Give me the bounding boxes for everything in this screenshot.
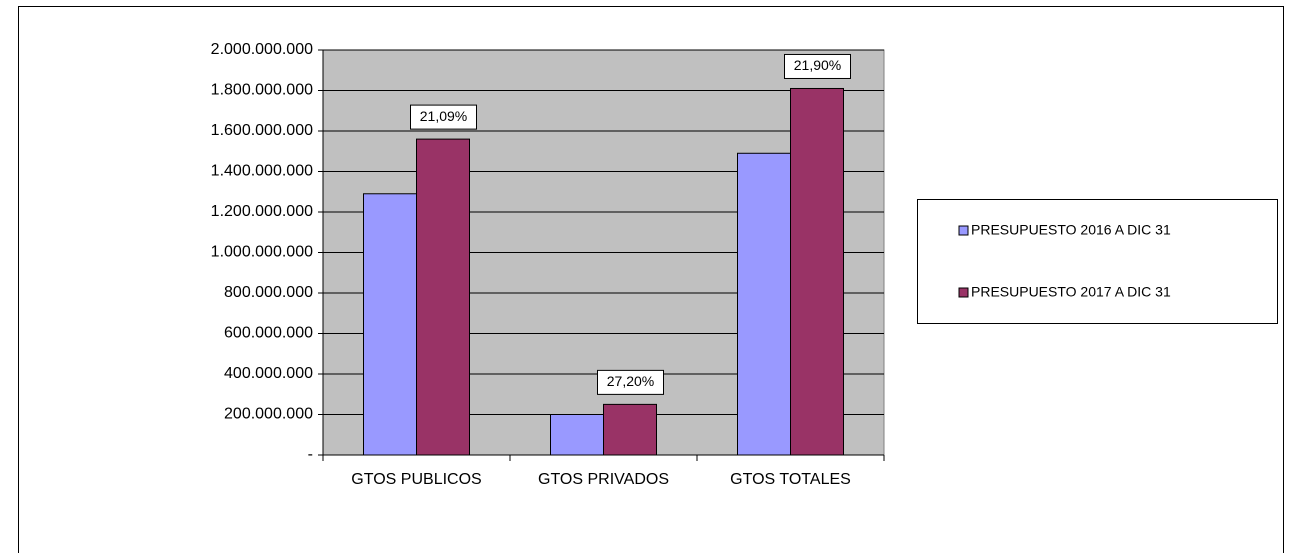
y-tick-label: 1.400.000.000 — [211, 163, 313, 180]
bar — [790, 87, 844, 456]
bar — [550, 414, 604, 456]
annotation-box — [410, 104, 477, 130]
x-tick-label: GTOS PUBLICOS — [351, 471, 481, 488]
y-tick-label: 1.000.000.000 — [211, 244, 313, 261]
y-tick-label: 800.000.000 — [224, 284, 313, 301]
y-tick-label: 1.200.000.000 — [211, 203, 313, 220]
y-tick-label: 200.000.000 — [224, 406, 313, 423]
annotation-box — [597, 369, 664, 395]
annotation: 21,09% — [420, 108, 467, 124]
legend — [917, 199, 1278, 324]
x-tick-label: GTOS TOTALES — [730, 471, 851, 488]
legend-swatch — [958, 225, 969, 236]
x-tick-label: GTOS PRIVADOS — [538, 471, 669, 488]
annotation-box — [784, 53, 851, 79]
y-tick-label: 1.600.000.000 — [211, 122, 313, 139]
y-tick-label: 600.000.000 — [224, 325, 313, 342]
legend-label: PRESUPUESTO 2017 A DIC 31 — [971, 284, 1171, 300]
y-tick-label: 1.800.000.000 — [211, 82, 313, 99]
y-tick-label: 2.000.000.000 — [211, 41, 313, 58]
annotation: 27,20% — [607, 373, 654, 389]
bar — [737, 152, 791, 456]
legend-swatch — [958, 287, 969, 298]
bar — [416, 138, 470, 456]
annotation: 21,90% — [794, 57, 841, 73]
legend-label: PRESUPUESTO 2016 A DIC 31 — [971, 222, 1171, 238]
bar — [603, 403, 657, 456]
bar — [363, 193, 417, 456]
y-tick-label: 400.000.000 — [224, 365, 313, 382]
y-tick-label: - — [308, 446, 313, 463]
